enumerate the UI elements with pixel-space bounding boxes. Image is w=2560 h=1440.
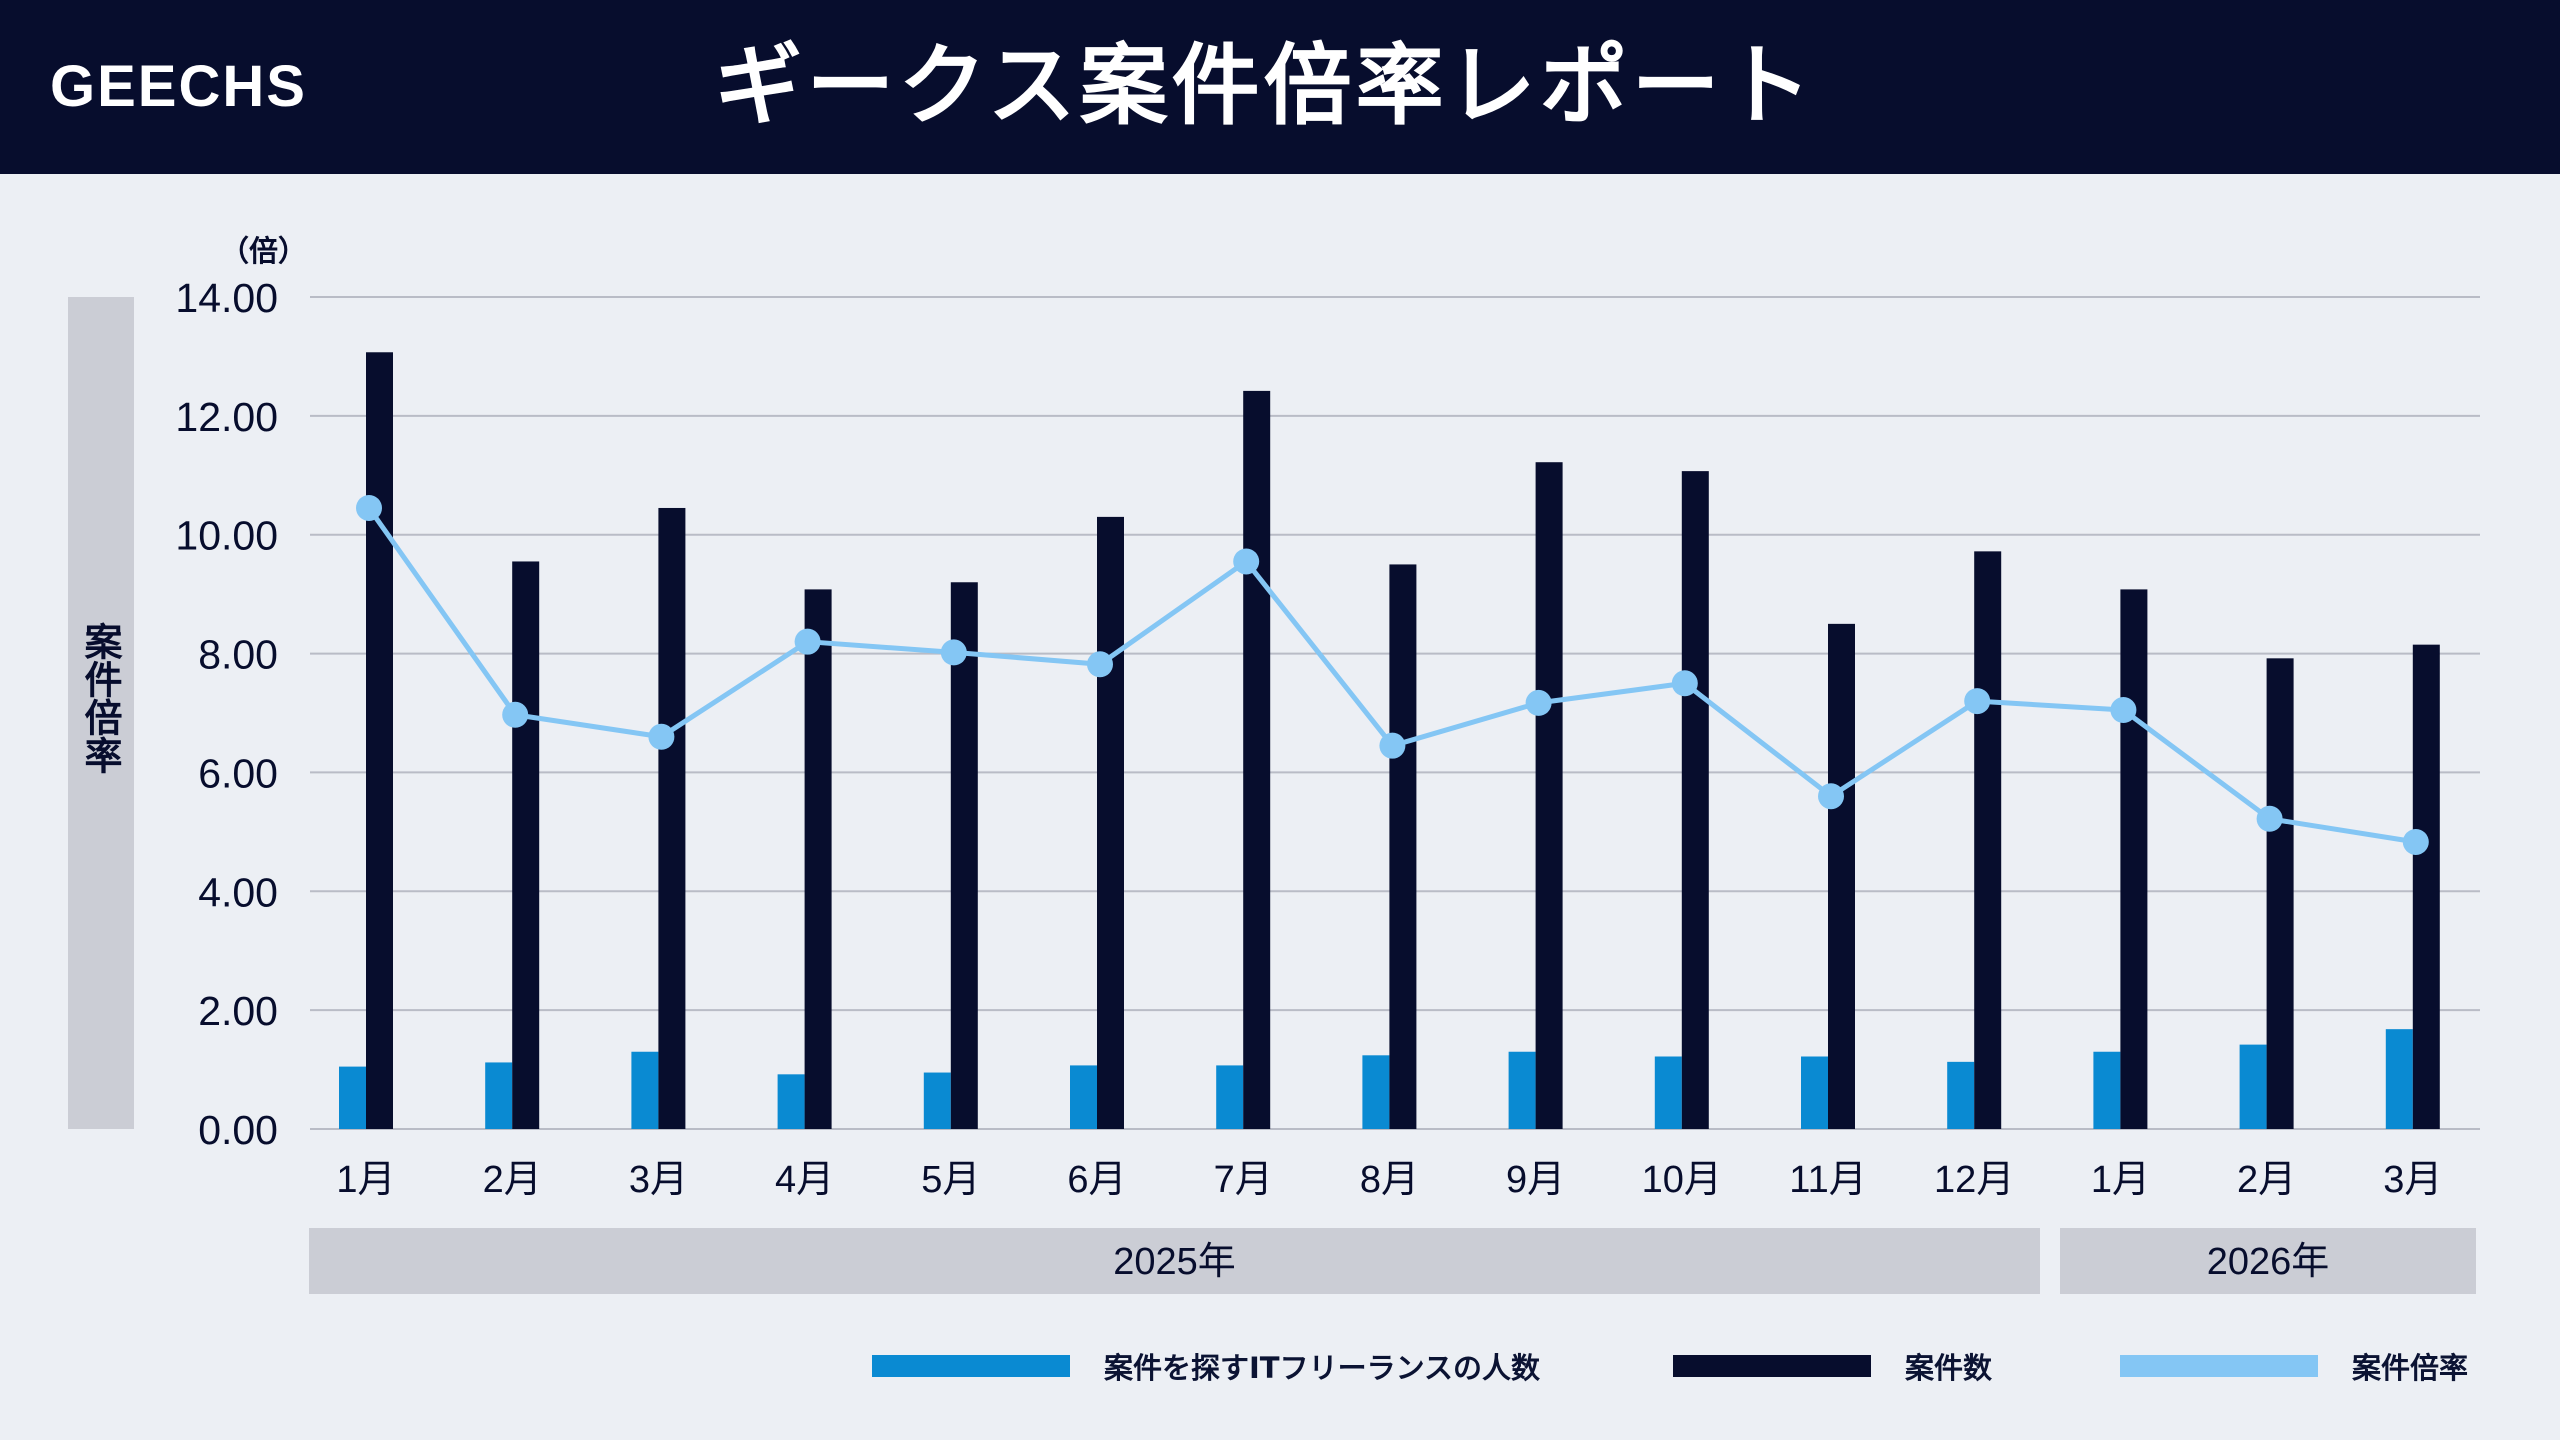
legend-swatch — [2120, 1355, 2318, 1377]
bar-projects — [1243, 390, 1271, 1129]
y-tick-label: 8.00 — [198, 632, 278, 678]
year-band — [2060, 1228, 2476, 1294]
ratio-point — [2110, 697, 2137, 724]
bar-freelancers — [631, 1051, 659, 1129]
x-tick-label: 1月 — [336, 1159, 395, 1201]
bar-projects — [1535, 462, 1563, 1129]
bar-freelancers — [777, 1074, 805, 1129]
bar-projects — [366, 352, 393, 1130]
legend-item: 案件数 — [1673, 1346, 1992, 1386]
bar-projects — [1097, 516, 1124, 1129]
bar-projects — [1828, 623, 1855, 1129]
legend-label: 案件数 — [1905, 1351, 1993, 1385]
x-tick-label: 11月 — [1789, 1159, 1866, 1201]
x-tick-label: 1月 — [2091, 1159, 2150, 1201]
legend-item: 案件倍率 — [2120, 1346, 2468, 1386]
bar-freelancers — [2239, 1044, 2267, 1129]
legend-swatch — [872, 1355, 1070, 1377]
legend-swatch — [1673, 1355, 1871, 1377]
bar-freelancers — [923, 1072, 951, 1129]
bar-freelancers — [2385, 1029, 2413, 1129]
bar-freelancers — [2093, 1051, 2121, 1129]
header-bar: GEECHS ギークス案件倍率レポート — [0, 0, 2560, 174]
y-tick-label: 6.00 — [198, 750, 278, 796]
ratio-point — [356, 494, 382, 521]
y-axis-unit: （倍） — [220, 234, 308, 268]
bar-projects — [512, 561, 540, 1129]
bar-freelancers — [1801, 1056, 1828, 1129]
y-tick-label: 14.00 — [175, 275, 278, 321]
y-tick-label: 10.00 — [175, 513, 278, 559]
legend-label: 案件倍率 — [2352, 1351, 2469, 1385]
ratio-point — [1379, 732, 1406, 759]
bar-freelancers — [1508, 1051, 1536, 1129]
bar-projects — [2120, 589, 2148, 1129]
x-tick-label: 2月 — [483, 1159, 542, 1201]
bar-freelancers — [1070, 1065, 1097, 1129]
x-tick-label: 7月 — [1214, 1159, 1273, 1201]
bar-freelancers — [1362, 1055, 1390, 1129]
page-title: ギークス案件倍率レポート — [714, 34, 1816, 137]
y-tick-label: 12.00 — [175, 394, 278, 440]
ratio-point — [794, 628, 821, 655]
bar-freelancers — [1216, 1065, 1244, 1129]
year-label: 2025年 — [1113, 1241, 1236, 1283]
bar-projects — [1974, 551, 2002, 1129]
ratio-point — [940, 639, 967, 666]
ratio-point — [1087, 651, 1113, 678]
bar-projects — [950, 582, 978, 1129]
bar-freelancers — [1947, 1061, 1975, 1129]
legend-label: 案件を探すITフリーランスの人数 — [1104, 1351, 1540, 1385]
ratio-point — [2402, 828, 2429, 855]
year-band — [309, 1228, 2040, 1294]
y-tick-label: 4.00 — [198, 869, 278, 915]
ratio-point — [2256, 805, 2283, 832]
bar-projects — [658, 507, 686, 1129]
y-tick-label: 2.00 — [198, 988, 278, 1034]
bar-freelancers — [339, 1066, 366, 1129]
x-tick-label: 10月 — [1642, 1159, 1722, 1201]
y-axis-title-band — [68, 297, 134, 1129]
bar-projects — [1389, 564, 1417, 1129]
x-tick-label: 5月 — [921, 1159, 980, 1201]
x-tick-label: 9月 — [1506, 1159, 1565, 1201]
y-axis-title: 案件倍率 — [78, 622, 122, 774]
x-tick-label: 8月 — [1360, 1159, 1419, 1201]
brand-logo: GEECHS — [50, 54, 307, 119]
year-label: 2026年 — [2206, 1241, 2330, 1283]
ratio-point — [1818, 783, 1844, 810]
x-tick-label: 2月 — [2237, 1159, 2296, 1201]
y-tick-label: 0.00 — [198, 1107, 278, 1153]
ratio-point — [1233, 548, 1260, 575]
bar-projects — [2266, 658, 2294, 1129]
bar-projects — [804, 589, 832, 1129]
legend-item: 案件を探すITフリーランスの人数 — [872, 1346, 1540, 1386]
ratio-point — [502, 701, 529, 728]
x-tick-label: 3月 — [629, 1159, 688, 1201]
x-tick-label: 6月 — [1067, 1159, 1126, 1201]
bar-projects — [1681, 471, 1709, 1129]
x-tick-label: 4月 — [775, 1159, 834, 1201]
ratio-point — [648, 723, 675, 750]
bar-freelancers — [1654, 1056, 1682, 1129]
x-tick-label: 3月 — [2383, 1159, 2442, 1201]
x-tick-label: 12月 — [1934, 1159, 2014, 1201]
ratio-point — [1671, 670, 1698, 697]
bar-freelancers — [485, 1062, 513, 1129]
bar-projects — [2412, 644, 2440, 1129]
ratio-point — [1525, 689, 1552, 716]
ratio-point — [1964, 688, 1991, 715]
